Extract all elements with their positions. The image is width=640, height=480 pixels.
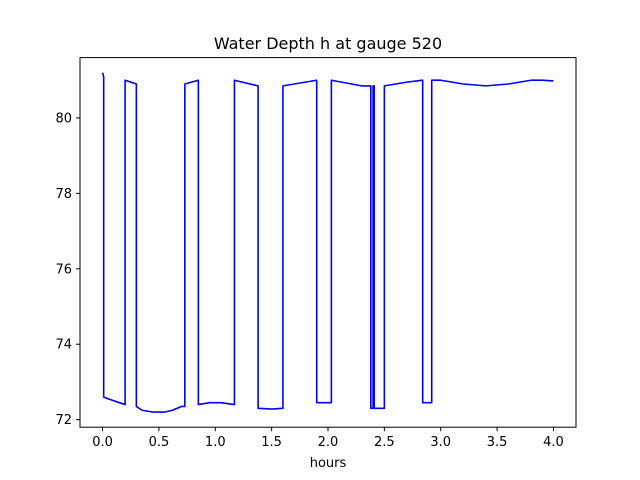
y-axis-ticks: 72 74 76 78 80: [55, 111, 80, 428]
y-tick-label: 78: [55, 187, 72, 202]
plot-frame: [79, 57, 577, 428]
x-tick-label: 4.0: [543, 435, 564, 450]
x-tick-label: 0.0: [92, 435, 113, 450]
series-layer: [101, 72, 554, 413]
x-tick-label: 2.0: [318, 435, 339, 450]
x-tick-label: 1.0: [205, 435, 226, 450]
y-tick-label: 80: [55, 111, 72, 126]
y-tick-label: 74: [55, 338, 72, 353]
x-axis-ticks: 0.0 0.5 1.0 1.5 2.0 2.5 3.0 3.5 4.0: [92, 427, 564, 450]
y-tick-label: 72: [55, 413, 72, 428]
x-tick-label: 3.5: [487, 435, 508, 450]
x-tick-label: 3.0: [430, 435, 451, 450]
y-tick-label: 76: [55, 262, 72, 277]
x-axis-label: hours: [310, 456, 347, 471]
chart-title: Water Depth h at gauge 520: [214, 34, 442, 53]
x-tick-label: 0.5: [149, 435, 170, 450]
x-tick-label: 2.5: [374, 435, 395, 450]
series-line-water-depth: [101, 72, 554, 413]
x-tick-label: 1.5: [261, 435, 282, 450]
